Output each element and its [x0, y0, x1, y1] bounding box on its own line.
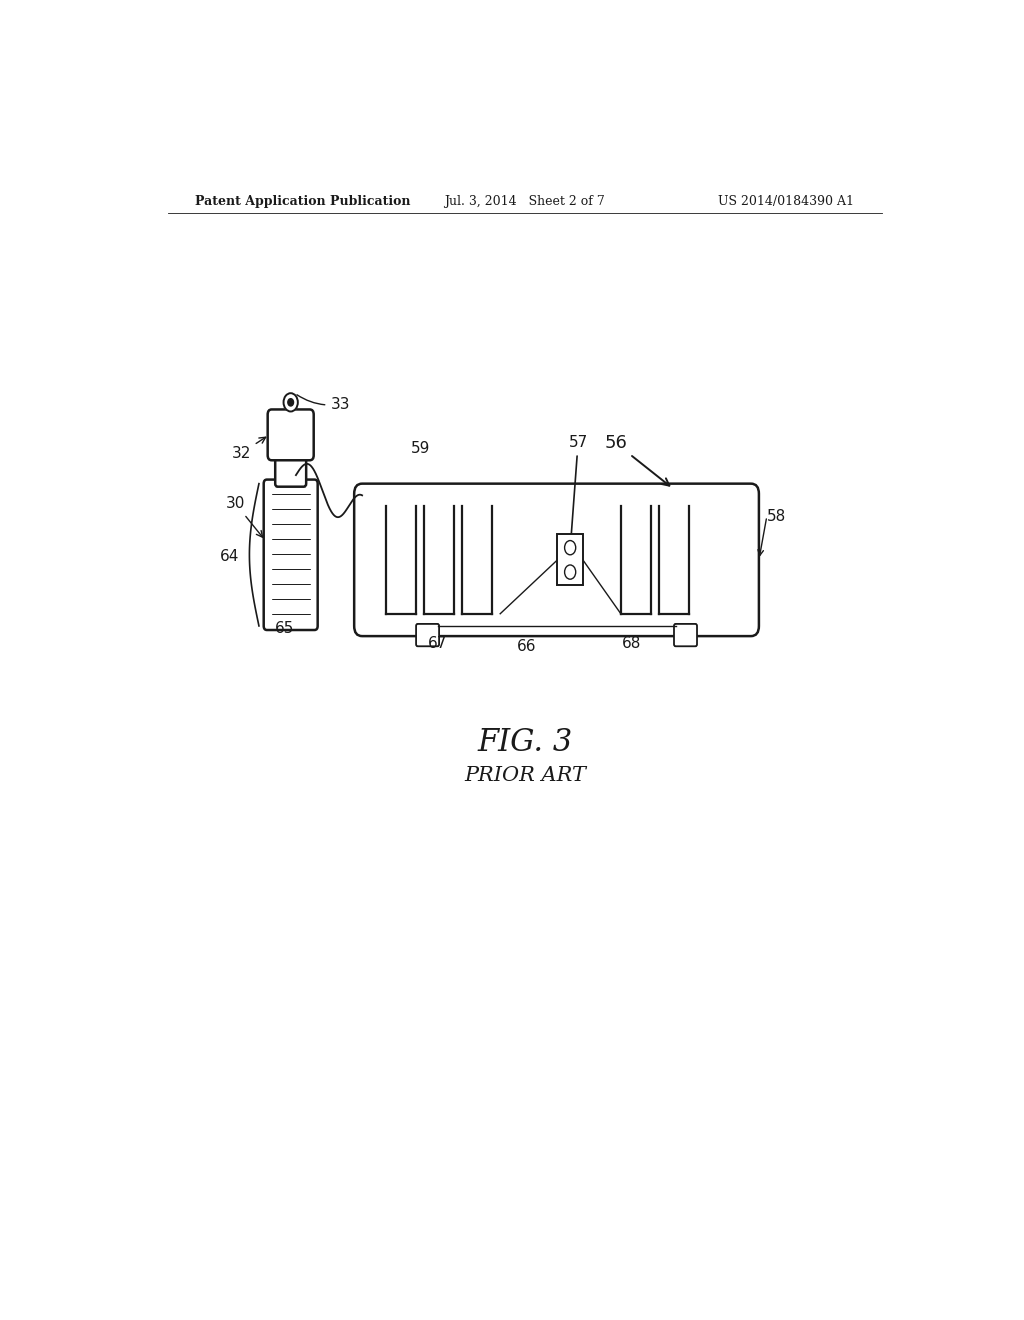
Text: US 2014/0184390 A1: US 2014/0184390 A1: [718, 194, 854, 207]
FancyBboxPatch shape: [267, 409, 313, 461]
Text: 68: 68: [622, 636, 641, 651]
Text: 66: 66: [517, 639, 537, 655]
Text: 33: 33: [297, 395, 350, 412]
FancyBboxPatch shape: [674, 624, 697, 647]
Text: 67: 67: [428, 636, 447, 651]
FancyBboxPatch shape: [416, 624, 439, 647]
Text: 64: 64: [220, 549, 240, 565]
Circle shape: [564, 541, 575, 554]
FancyBboxPatch shape: [354, 483, 759, 636]
Text: 58: 58: [767, 508, 786, 524]
FancyBboxPatch shape: [264, 479, 317, 630]
Bar: [557, 535, 583, 585]
Circle shape: [564, 565, 575, 579]
FancyBboxPatch shape: [275, 453, 306, 487]
Circle shape: [284, 393, 298, 412]
Text: 56: 56: [604, 434, 670, 486]
Text: 30: 30: [226, 496, 262, 537]
Text: Patent Application Publication: Patent Application Publication: [196, 194, 411, 207]
Text: 65: 65: [274, 622, 294, 636]
Circle shape: [288, 399, 294, 407]
Text: 32: 32: [231, 437, 265, 461]
Text: 59: 59: [412, 441, 431, 455]
Text: PRIOR ART: PRIOR ART: [464, 766, 586, 785]
Text: FIG. 3: FIG. 3: [477, 727, 572, 758]
Text: 57: 57: [568, 436, 588, 545]
Text: Jul. 3, 2014   Sheet 2 of 7: Jul. 3, 2014 Sheet 2 of 7: [444, 194, 605, 207]
